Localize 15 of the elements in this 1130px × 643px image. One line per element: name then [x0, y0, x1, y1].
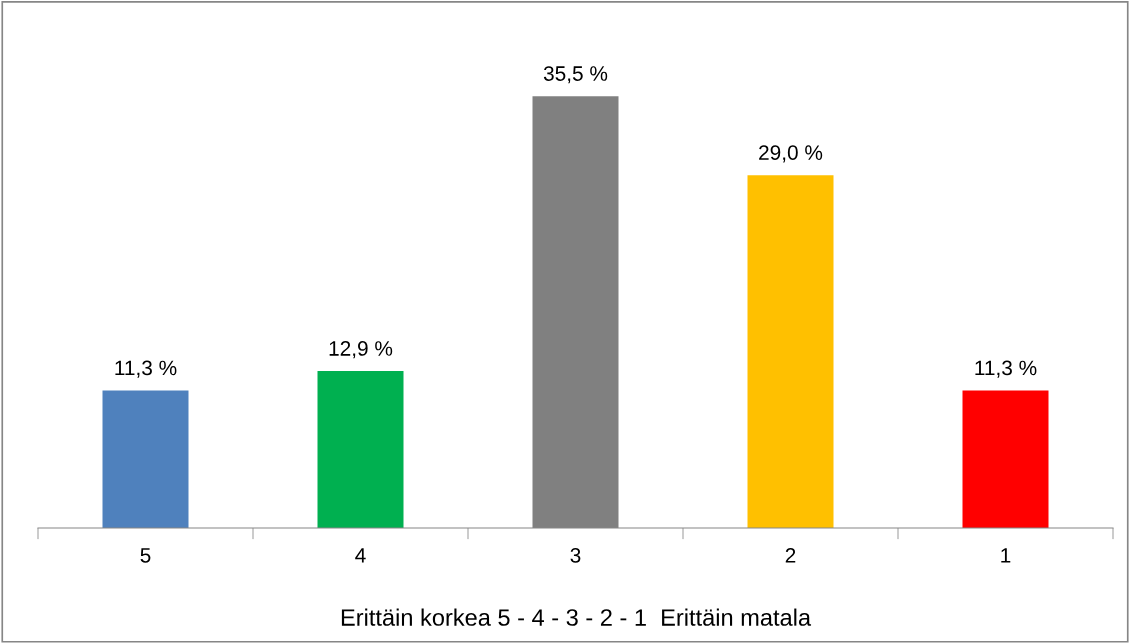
x-tick-label: 5	[140, 548, 151, 563]
x-tick-label: 3	[570, 547, 581, 563]
x-tick-label: 4	[355, 548, 366, 563]
bar	[102, 390, 189, 528]
bar	[747, 175, 834, 528]
data-label: 11,3 %	[975, 360, 1037, 378]
data-label: 35,5 %	[543, 66, 608, 84]
data-label: 11,3 %	[115, 360, 177, 378]
bar	[962, 390, 1049, 528]
data-label: 12,9 %	[329, 341, 393, 359]
bar	[317, 371, 404, 528]
x-tick-label: 1	[1001, 548, 1011, 563]
x-tick-label: 2	[785, 547, 796, 563]
x-axis-title: Erittäin korkea 5 - 4 - 3 - 2 - 1 Erittäin matala	[341, 608, 812, 626]
data-label: 29,0 %	[759, 145, 823, 163]
